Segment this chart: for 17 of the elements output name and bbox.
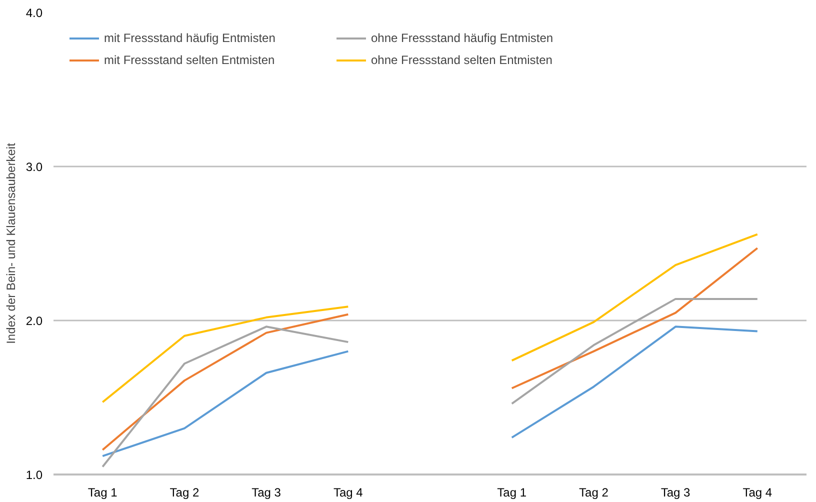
- y-tick-label: 2.0: [26, 314, 43, 328]
- legend-label: ohne Fressstand häufig Entmisten: [371, 31, 554, 45]
- legend-label: ohne Fressstand selten Entmisten: [371, 53, 554, 67]
- y-axis-title: Index der Bein- und Klauensauberkeit: [4, 142, 18, 344]
- legend-label: mit Fressstand selten Entmisten: [104, 53, 276, 67]
- y-tick-label: 4.0: [26, 6, 43, 20]
- x-tick-label: Tag 3: [252, 486, 282, 500]
- x-tick-label: Tag 4: [333, 486, 364, 500]
- x-tick-label: Tag 3: [660, 486, 691, 500]
- x-tick-label: Tag 2: [579, 486, 609, 500]
- y-tick-label: 1.0: [26, 468, 43, 482]
- y-tick-label: 3.0: [26, 160, 43, 174]
- x-tick-label: Tag 2: [170, 486, 200, 500]
- x-tick-label: Tag 4: [742, 486, 772, 500]
- x-tick-label: Tag 1: [497, 486, 527, 500]
- legend-label: mit Fressstand häufig Entmisten: [104, 31, 276, 45]
- x-tick-label: Tag 1: [88, 486, 118, 500]
